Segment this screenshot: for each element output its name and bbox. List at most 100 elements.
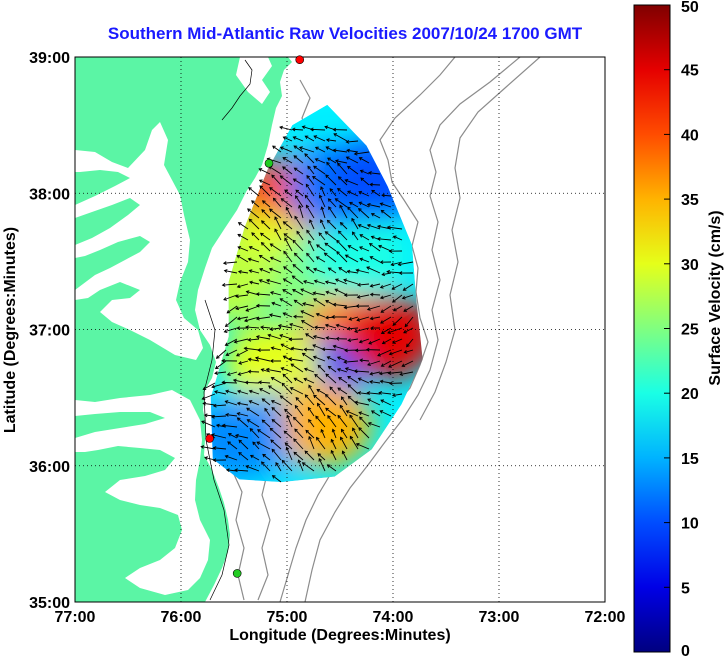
vector-arrowhead xyxy=(293,145,298,149)
chart-title: Southern Mid-Atlantic Raw Velocities 200… xyxy=(108,24,583,43)
vector-arrow xyxy=(346,149,359,153)
vector-arrow xyxy=(309,219,315,230)
vector-arrowhead xyxy=(387,330,391,334)
vector-arrow xyxy=(262,398,271,406)
vector-arrowhead xyxy=(386,225,391,230)
vector-arrow xyxy=(282,289,293,296)
vector-arrow xyxy=(248,358,260,362)
vector-arrowhead xyxy=(265,367,270,372)
vector-arrowhead xyxy=(317,364,322,369)
vector-arrow xyxy=(333,133,348,142)
vector-arrowhead xyxy=(349,414,353,419)
vector-arrow xyxy=(255,357,271,362)
vector-arrowhead xyxy=(351,231,356,236)
vector-arrow xyxy=(347,166,359,175)
field-cell xyxy=(307,212,404,297)
vector-arrowhead xyxy=(336,239,340,244)
vector-arrow xyxy=(234,338,249,343)
vector-arrow xyxy=(247,208,260,219)
x-tick-label: 74:00 xyxy=(373,609,414,626)
vector-arrow xyxy=(359,201,370,208)
vector-arrow xyxy=(306,266,315,274)
vector-arrowhead xyxy=(248,269,253,273)
vector-arrowhead xyxy=(295,195,299,199)
vector-arrowhead xyxy=(380,209,385,214)
vector-arrow xyxy=(380,203,392,208)
vector-arrow xyxy=(294,216,304,230)
y-tick-label: 36:00 xyxy=(29,459,70,476)
vector-arrow xyxy=(281,343,293,351)
vector-arrowhead xyxy=(379,379,384,384)
y-tick-label: 37:00 xyxy=(29,323,70,340)
vector-arrow xyxy=(251,200,260,208)
vector-arrow xyxy=(286,415,293,428)
vector-arrow xyxy=(237,402,249,406)
vector-arrow xyxy=(250,454,260,461)
vector-arrowhead xyxy=(314,373,318,378)
vector-arrowhead xyxy=(324,125,329,130)
vector-arrowhead xyxy=(272,145,276,150)
vector-arrowhead xyxy=(235,306,240,311)
vector-arrow xyxy=(342,450,348,461)
vector-arrow xyxy=(256,441,271,450)
vector-arrowhead xyxy=(381,193,385,198)
vector-arrowhead xyxy=(282,355,287,360)
vector-arrowhead xyxy=(270,439,274,443)
vector-arrowhead xyxy=(236,255,241,259)
vector-arrowhead xyxy=(292,263,297,268)
vector-arrow xyxy=(324,242,337,252)
vector-arrowhead xyxy=(282,157,287,161)
vector-arrowhead xyxy=(392,299,396,303)
vector-arrowhead xyxy=(312,344,317,348)
vector-arrow xyxy=(249,246,260,252)
vector-arrowhead xyxy=(264,407,268,412)
vector-arrow xyxy=(358,191,370,197)
plot-area xyxy=(74,55,606,603)
vector-arrow xyxy=(201,446,216,450)
vector-arrow xyxy=(322,348,337,351)
vector-arrowhead xyxy=(294,404,299,409)
vector-arrowhead xyxy=(282,278,287,282)
vector-arrowhead xyxy=(238,451,242,456)
vector-arrow xyxy=(368,172,381,175)
vector-arrowhead xyxy=(344,367,349,371)
vector-arrowhead xyxy=(246,407,250,412)
vector-arrowhead xyxy=(366,391,371,395)
vector-arrowhead xyxy=(337,230,342,235)
vector-arrowhead xyxy=(314,146,319,151)
vector-arrow xyxy=(367,398,381,406)
vector-arrowhead xyxy=(221,380,226,385)
vector-arrow xyxy=(358,208,370,219)
vector-arrowhead xyxy=(380,320,384,324)
vector-arrowhead xyxy=(326,161,330,166)
vector-arrowhead xyxy=(247,337,252,342)
vector-arrow xyxy=(320,429,326,439)
vector-arrow xyxy=(328,198,337,208)
vector-arrowhead xyxy=(305,266,310,271)
vector-arrowhead xyxy=(279,125,283,130)
vector-arrowhead xyxy=(369,292,374,297)
vector-arrow xyxy=(306,175,315,186)
vector-arrowhead xyxy=(359,257,364,262)
vector-arrow xyxy=(266,368,282,373)
vector-arrow xyxy=(369,243,381,252)
vector-arrow xyxy=(391,261,403,266)
vector-arrow xyxy=(360,170,370,175)
vector-arrowhead xyxy=(301,125,306,130)
vector-arrowhead xyxy=(357,282,361,287)
vector-arrow xyxy=(293,451,304,461)
vector-arrowhead xyxy=(333,133,338,137)
vector-arrowhead xyxy=(248,280,253,285)
vector-arrowhead xyxy=(247,369,252,374)
vector-arrow xyxy=(237,417,249,428)
vector-arrow xyxy=(349,414,359,428)
vector-arrow xyxy=(261,368,271,373)
vector-arrow xyxy=(338,176,348,186)
vector-arrow xyxy=(283,221,293,230)
vector-arrow xyxy=(261,209,271,219)
vector-arrow xyxy=(292,264,304,274)
vector-arrow xyxy=(292,289,304,296)
vector-arrow xyxy=(260,326,271,329)
vector-arrowhead xyxy=(369,283,374,288)
colorbar-tick-label: 30 xyxy=(681,257,699,274)
